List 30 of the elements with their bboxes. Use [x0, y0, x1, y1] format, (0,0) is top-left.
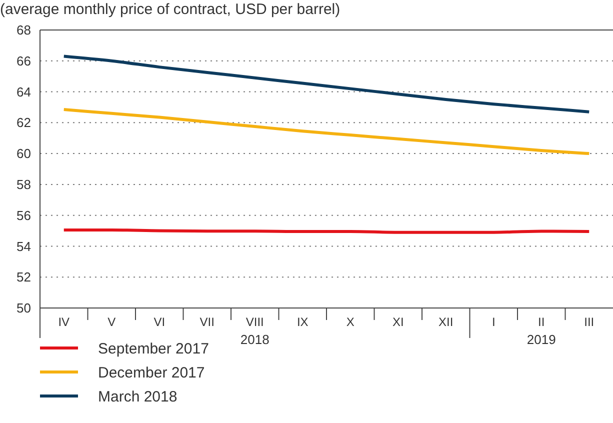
y-tick-label: 64 — [16, 84, 31, 100]
x-tick-label: IX — [296, 315, 308, 329]
y-tick-label: 68 — [16, 22, 31, 38]
legend-label: December 2017 — [98, 364, 205, 382]
y-tick-label: 52 — [16, 270, 31, 285]
y-tick-label: 60 — [16, 146, 31, 162]
x-tick-label: II — [538, 315, 545, 329]
y-tick-label: 66 — [16, 53, 31, 68]
x-tick-label: XI — [392, 315, 404, 329]
y-tick-label: 50 — [16, 300, 31, 316]
x-tick-label: XII — [438, 315, 454, 329]
y-tick-label: 62 — [16, 115, 31, 130]
y-tick-label: 54 — [16, 238, 31, 254]
text: 2018 — [240, 332, 270, 347]
chart-title: (average monthly price of contract, USD per barrel) — [0, 1, 340, 18]
x-tick-label: VIII — [246, 315, 264, 329]
legend-label: September 2017 — [98, 340, 209, 358]
x-tick-label: VI — [154, 315, 166, 329]
line-series — [62, 108, 591, 156]
x-tick-label: IV — [58, 315, 70, 329]
x-tick-label: X — [346, 315, 354, 329]
x-tick-label: III — [584, 315, 594, 329]
legend-label: March 2018 — [98, 388, 178, 406]
y-tick-label: 58 — [16, 176, 31, 192]
x-tick-label: I — [492, 315, 496, 329]
x-tick-label: VII — [200, 315, 214, 329]
y-tick-label: 56 — [16, 208, 31, 223]
line-series — [62, 54, 591, 114]
text: 2019 — [526, 332, 556, 347]
x-tick-label: V — [108, 315, 116, 329]
